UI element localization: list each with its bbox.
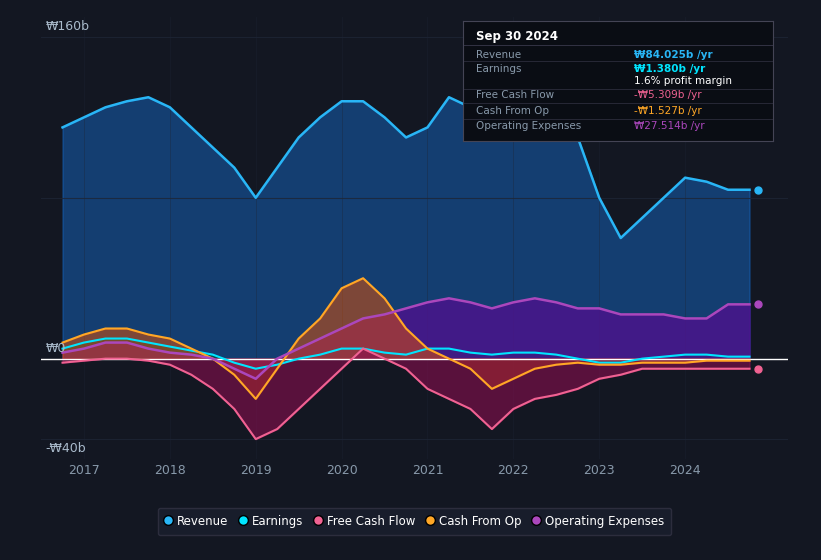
Text: Sep 30 2024: Sep 30 2024	[475, 30, 557, 43]
Text: Revenue: Revenue	[475, 50, 521, 60]
Text: 1.6% profit margin: 1.6% profit margin	[634, 76, 732, 86]
Legend: Revenue, Earnings, Free Cash Flow, Cash From Op, Operating Expenses: Revenue, Earnings, Free Cash Flow, Cash …	[158, 508, 672, 535]
Text: ₩84.025b /yr: ₩84.025b /yr	[634, 50, 713, 60]
Text: Cash From Op: Cash From Op	[475, 106, 548, 116]
Text: Free Cash Flow: Free Cash Flow	[475, 90, 553, 100]
Text: ₩1.380b /yr: ₩1.380b /yr	[634, 64, 705, 74]
Text: -₩5.309b /yr: -₩5.309b /yr	[634, 90, 701, 100]
Text: Operating Expenses: Operating Expenses	[475, 122, 580, 132]
Text: ₩0: ₩0	[45, 342, 66, 354]
Text: ₩27.514b /yr: ₩27.514b /yr	[634, 122, 704, 132]
Text: -₩1.527b /yr: -₩1.527b /yr	[634, 106, 701, 116]
Text: ₩160b: ₩160b	[45, 20, 89, 33]
Text: Earnings: Earnings	[475, 64, 521, 74]
Text: -₩40b: -₩40b	[45, 442, 86, 455]
